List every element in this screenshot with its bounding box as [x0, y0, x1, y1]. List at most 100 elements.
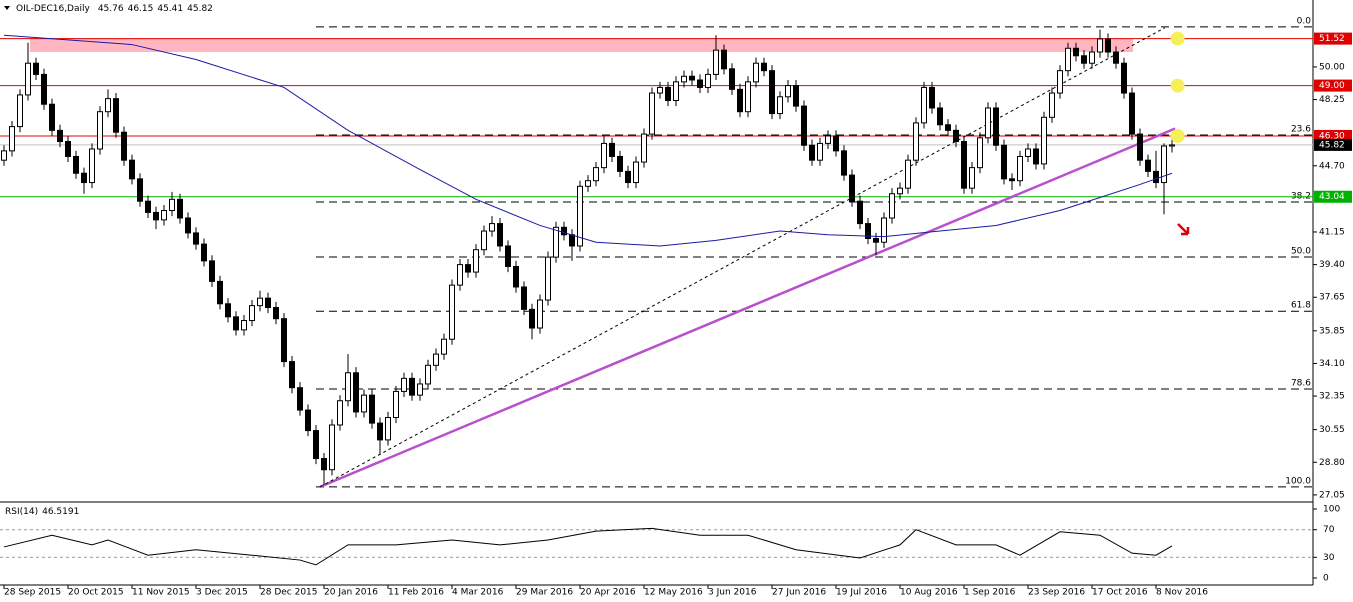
candle-body	[417, 383, 423, 396]
candle-body	[161, 210, 167, 221]
high: 46.15	[128, 4, 154, 14]
fib-label: 50.0	[1291, 246, 1311, 256]
candle-body	[473, 249, 479, 273]
level-label-bg	[1314, 32, 1352, 45]
open: 45.76	[98, 4, 124, 14]
candle-body	[465, 264, 471, 273]
candle-body	[577, 185, 583, 247]
candle-body	[289, 361, 295, 389]
candle-body	[513, 265, 519, 288]
x-tick-label: 19 Jul 2016	[836, 588, 887, 598]
candle-body	[1041, 116, 1047, 165]
candle-body	[185, 217, 191, 234]
candle-body	[329, 424, 335, 471]
x-tick-label: 11 Nov 2015	[132, 588, 190, 598]
candle-body	[305, 409, 311, 432]
candle-body	[281, 318, 287, 363]
candle-body	[737, 88, 743, 113]
moving-average	[3, 34, 1173, 247]
candle-body	[721, 49, 727, 70]
rsi-line	[3, 527, 1173, 566]
candle-body	[593, 167, 599, 182]
candle-body	[993, 107, 999, 146]
candle-body	[241, 320, 247, 331]
y-tick-label: 48.25	[1319, 95, 1345, 105]
candle-body	[921, 86, 927, 124]
candle-body	[569, 234, 575, 247]
candle-body	[1033, 148, 1039, 165]
fib-label: 23.6	[1291, 125, 1311, 135]
candle-body	[1097, 38, 1103, 53]
candle-body	[1161, 145, 1167, 184]
y-tick-label: 39.40	[1319, 260, 1345, 270]
candle-body	[313, 430, 319, 460]
candle-body	[665, 86, 671, 102]
candle-body	[377, 422, 383, 441]
candle-body	[745, 81, 751, 113]
candle-body	[481, 230, 487, 251]
fib-label: 0.0	[1297, 16, 1312, 26]
candle-body	[1025, 148, 1031, 157]
close: 45.82	[187, 4, 213, 14]
candle-body	[865, 223, 871, 240]
candle-body	[1129, 92, 1135, 135]
candle-body	[769, 70, 775, 115]
candle-body	[297, 387, 303, 411]
x-tick-label: 20 Apr 2016	[580, 588, 636, 598]
candle-body	[945, 124, 951, 131]
candle-body	[521, 286, 527, 310]
menu-arrow[interactable]	[4, 6, 10, 10]
candle-body	[649, 92, 655, 135]
symbol: OIL-DEC16,Daily	[16, 4, 91, 14]
x-tick-label: 28 Sep 2015	[4, 588, 61, 598]
candle-body	[1049, 92, 1055, 118]
candle-body	[209, 260, 215, 282]
candle-body	[105, 98, 111, 113]
candle-body	[801, 105, 807, 146]
x-tick-label: 1 Sep 2016	[964, 588, 1016, 598]
candle-body	[977, 137, 983, 169]
chart-header: OIL-DEC16,Daily 45.76 46.15 45.41 45.82	[16, 4, 213, 14]
candle-body	[321, 458, 327, 471]
candle-body	[337, 400, 343, 426]
candle-body	[785, 85, 791, 98]
candle-body	[145, 200, 151, 213]
candle-body	[705, 73, 711, 88]
marker	[1170, 128, 1185, 143]
candle-body	[825, 135, 831, 144]
candle-body	[273, 307, 279, 320]
candle-body	[73, 155, 79, 174]
rsi-tick-label: 30	[1323, 553, 1335, 563]
candle-body	[57, 129, 63, 143]
candle-body	[1121, 62, 1127, 94]
fib-label: 100.0	[1285, 476, 1311, 486]
low: 45.41	[157, 4, 183, 14]
candle-body	[113, 98, 119, 133]
candle-body	[425, 364, 431, 385]
x-tick-label: 29 Mar 2016	[516, 588, 573, 598]
x-tick-label: 10 Aug 2016	[900, 588, 958, 598]
y-tick-label: 35.85	[1319, 326, 1345, 336]
x-tick-label: 17 Oct 2016	[1092, 588, 1148, 598]
candle-body	[833, 135, 839, 152]
candle-body	[761, 62, 767, 72]
x-tick-label: 11 Feb 2016	[388, 588, 444, 598]
candle-body	[985, 107, 991, 139]
x-tick-label: 20 Jan 2016	[324, 588, 378, 598]
candle-body	[809, 144, 815, 161]
x-tick-label: 20 Oct 2015	[68, 588, 124, 598]
candle-body	[873, 238, 879, 243]
candle-body	[953, 129, 959, 143]
candle-body	[401, 377, 407, 392]
candle-body	[505, 245, 511, 267]
candle-body	[9, 126, 15, 152]
marker	[1170, 78, 1185, 93]
y-tick-label: 34.10	[1319, 359, 1345, 369]
rsi-name: RSI(14)	[5, 507, 38, 517]
level-label: 49.00	[1319, 81, 1345, 91]
candle-body	[353, 372, 359, 413]
candle-body	[1169, 144, 1175, 147]
rsi-tick-label: 70	[1323, 525, 1335, 535]
y-tick-label: 30.55	[1319, 425, 1345, 435]
candle-body	[65, 141, 71, 157]
